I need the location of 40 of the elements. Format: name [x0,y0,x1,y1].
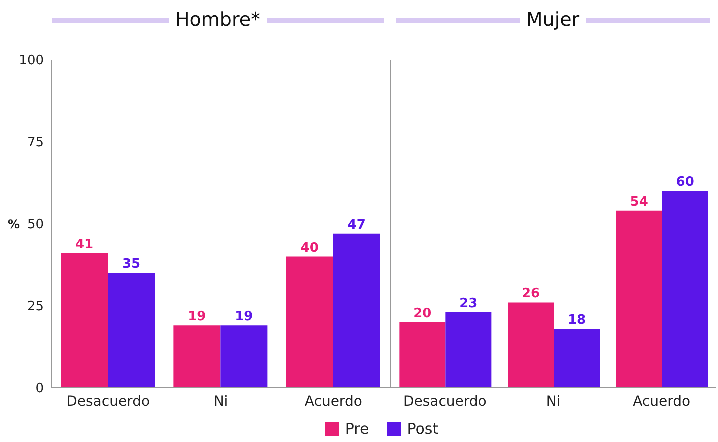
data-label: 47 [348,218,366,233]
bar [61,254,108,388]
data-label: 35 [122,257,141,272]
legend-label: Pre [344,420,370,438]
data-label: 41 [75,238,94,253]
data-label: 19 [188,310,206,325]
bar [174,326,221,388]
x-tick-label: Desacuerdo [66,394,150,410]
bar [554,328,600,388]
x-tick-label: Ni [214,394,228,410]
y-tick-label: 50 [27,218,44,233]
bar [446,312,492,388]
x-tick-label: Acuerdo [633,394,691,410]
data-label: 54 [630,194,648,210]
data-label: 26 [522,286,540,302]
bar [508,302,554,388]
y-axis-title: % [8,217,20,232]
bar [108,273,156,388]
x-tick-label: Acuerdo [304,394,362,410]
data-label: 23 [460,296,478,312]
bar [220,326,268,388]
x-tick-label: Desacuerdo [403,394,487,410]
bar [333,234,380,388]
y-tick-label: 75 [27,136,44,151]
y-tick-label: 100 [19,54,44,69]
bar [400,322,446,388]
legend-label: Post [406,420,439,438]
data-label: 40 [300,240,319,256]
data-label: 19 [235,310,254,325]
y-tick-label: 0 [36,382,44,397]
data-label: 18 [568,312,586,328]
data-label: 20 [414,306,432,322]
bar [616,210,662,388]
bar [662,191,708,388]
y-tick-label: 25 [27,300,44,315]
chart-title: Hombre* [175,9,261,31]
x-tick-label: Ni [546,394,561,410]
chart-title: Mujer [526,9,580,31]
bar [286,256,334,388]
data-label: 60 [676,175,694,190]
